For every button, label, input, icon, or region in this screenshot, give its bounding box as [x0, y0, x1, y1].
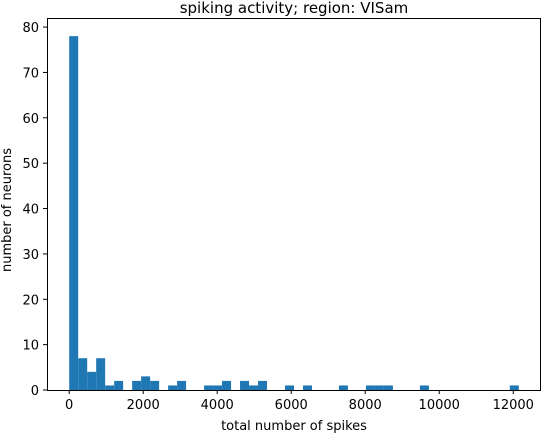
- y-tick-label: 20: [22, 293, 39, 308]
- histogram-bar: [69, 36, 79, 391]
- x-axis-ticks: 0 2000 4000 6000 8000 10000 12000: [65, 390, 534, 413]
- y-tick-label: 70: [22, 66, 39, 81]
- histogram-bar: [240, 380, 250, 390]
- x-axis-label: total number of spikes: [221, 419, 367, 433]
- bars-group: [69, 36, 519, 391]
- histogram-bar: [509, 385, 519, 390]
- histogram-bar: [177, 380, 187, 390]
- histogram-bar: [150, 380, 160, 390]
- y-axis-label: number of neurons: [0, 148, 15, 272]
- histogram-bar: [204, 385, 214, 390]
- x-tick-label: 2000: [127, 398, 160, 413]
- histogram-bar: [114, 380, 124, 390]
- histogram-bar: [285, 385, 294, 390]
- x-tick-label: 8000: [349, 398, 382, 413]
- y-tick-label: 30: [22, 248, 39, 263]
- y-tick-label: 10: [22, 339, 39, 354]
- plot-frame: [47, 18, 541, 391]
- y-tick-label: 50: [22, 157, 39, 172]
- histogram-bar: [96, 358, 106, 390]
- y-tick-label: 0: [31, 384, 39, 399]
- histogram-bar: [105, 385, 115, 390]
- y-tick-label: 60: [22, 112, 39, 127]
- y-tick-label: 80: [22, 21, 39, 36]
- histogram-bar: [222, 380, 232, 390]
- x-tick-label: 6000: [275, 398, 308, 413]
- histogram-bar: [249, 385, 259, 390]
- histogram-bar: [419, 385, 429, 390]
- histogram-bar: [78, 358, 88, 390]
- histogram-bar: [213, 385, 223, 390]
- histogram-bar: [168, 385, 178, 390]
- histogram-bar: [258, 380, 268, 390]
- histogram-bar: [132, 380, 142, 390]
- histogram-bar: [365, 385, 375, 390]
- x-tick-label: 10000: [419, 398, 460, 413]
- histogram-bar: [302, 385, 312, 390]
- y-tick-label: 40: [22, 203, 39, 218]
- x-tick-label: 0: [65, 398, 73, 413]
- histogram-bar: [374, 385, 384, 390]
- y-axis-ticks: 0 10 20 30 40 50 60 70 80: [22, 21, 47, 399]
- histogram-bar: [338, 385, 348, 390]
- x-tick-label: 4000: [201, 398, 234, 413]
- histogram-bar: [383, 385, 393, 390]
- chart-title: spiking activity; region: VISam: [180, 0, 409, 17]
- x-tick-label: 12000: [493, 398, 534, 413]
- histogram-bar: [87, 371, 97, 390]
- histogram-bar: [141, 376, 151, 390]
